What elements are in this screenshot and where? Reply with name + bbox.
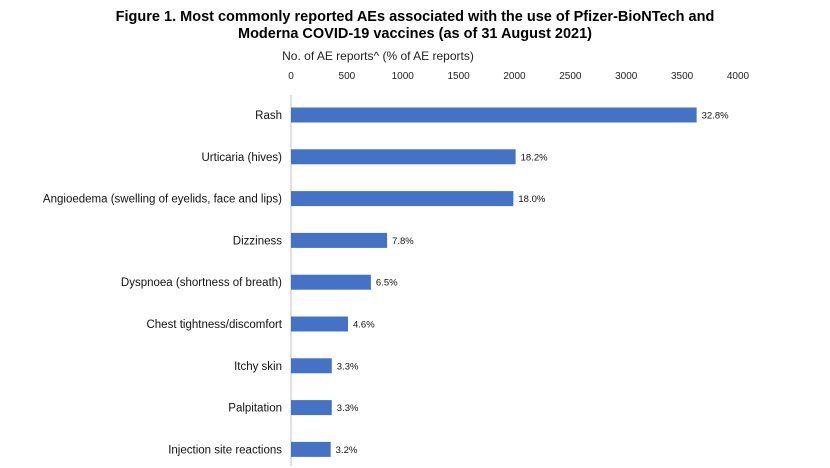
bar [291,441,331,457]
data-label: 6.5% [376,278,398,289]
data-label: 7.8% [392,236,414,247]
data-label: 18.0% [518,194,545,205]
bar [291,274,371,290]
x-tick-label: 2000 [503,71,526,82]
chart-title-line-2: Moderna COVID-19 vaccines (as of 31 Augu… [237,26,593,42]
bar [291,400,332,416]
x-tick-label: 2500 [559,71,582,82]
bar [291,107,697,123]
bar [291,358,332,374]
x-tick-label: 0 [288,71,294,82]
data-label: 4.6% [353,320,375,331]
category-label: Angioedema (swelling of eyelids, face an… [43,194,282,206]
category-label: Itchy skin [234,361,282,373]
data-label: 3.3% [337,403,359,414]
chart-title-line-1: Figure 1. Most commonly reported AEs ass… [115,9,715,25]
bar [291,191,514,207]
bar [291,316,348,332]
category-label: Chest tightness/discomfort [146,319,282,331]
x-tick-label: 500 [339,71,356,82]
x-tick-label: 3000 [615,71,638,82]
x-tick-label: 1000 [392,71,415,82]
data-label: 32.8% [702,111,729,122]
category-label: Injection site reactions [168,444,282,456]
x-axis-title: No. of AE reports^ (% of AE reports) [282,49,474,63]
data-label: 3.2% [336,445,358,456]
category-label: Dizziness [233,235,282,247]
data-label: 3.3% [337,361,359,372]
x-axis-ticks: 0 500 1000 1500 2000 2500 3000 3500 4000 [288,71,749,82]
category-label: Rash [255,110,282,122]
category-label: Urticaria (hives) [201,152,282,164]
x-tick-label: 4000 [727,71,750,82]
bar [291,149,516,165]
bars: Rash 32.8% Urticaria (hives) 18.2% Angioedem… [43,107,729,457]
x-tick-label: 3500 [671,71,694,82]
bar [291,232,388,248]
data-label: 18.2% [521,152,548,163]
x-tick-label: 1500 [448,71,471,82]
chart-title: Figure 1. Most commonly reported AEs ass… [0,9,830,43]
category-label: Palpitation [228,403,282,415]
category-label: Dyspnoea (shortness of breath) [121,277,282,289]
